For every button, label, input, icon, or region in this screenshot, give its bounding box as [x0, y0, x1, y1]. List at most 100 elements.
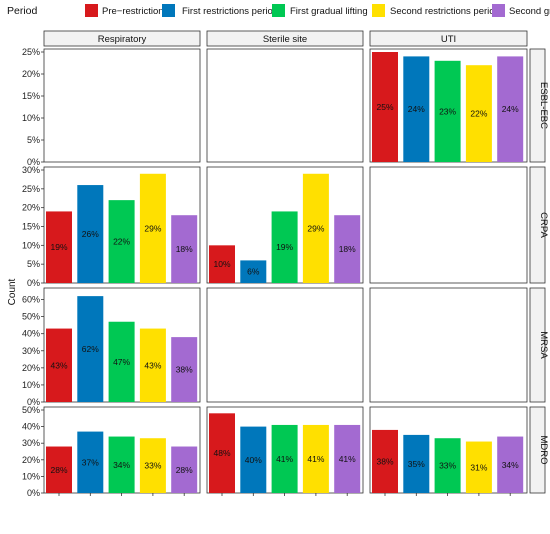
- strip-row-label-mrsa: MRSA: [538, 331, 549, 359]
- panel-esbl-ebc-respiratory: [43, 48, 201, 163]
- bar-label: 38%: [376, 456, 393, 466]
- bar-label: 19%: [276, 242, 293, 252]
- strip-row-crpa: [529, 166, 546, 284]
- strip-row-mdro: [529, 406, 546, 494]
- legend-swatch-5: [492, 4, 505, 17]
- bar-label: 43%: [50, 360, 67, 370]
- y-tick-label: 0%: [27, 278, 40, 288]
- strip-col-sterile-site: [206, 30, 364, 47]
- panel-esbl-ebc-uti: 25% 24% 23% 22% 24%: [369, 48, 528, 163]
- bar-label: 41%: [339, 454, 356, 464]
- bar-mdro-sterile-site-4: [302, 424, 329, 493]
- strip-row-esbl-ebc: [529, 48, 546, 163]
- bar-mrsa-respiratory-2: [77, 296, 104, 402]
- panel-mrsa-sterile-site: [206, 287, 364, 403]
- legend-label-1: Pre−restrictions: [102, 6, 169, 17]
- y-tick-label: 10%: [22, 471, 40, 481]
- panel-border: [206, 48, 364, 163]
- strip-row-label-mdro: MDRO: [538, 435, 549, 464]
- bar-mdro-sterile-site-3: [271, 424, 298, 493]
- bar-mdro-sterile-site-5: [334, 424, 361, 493]
- bar-label: 31%: [470, 462, 487, 472]
- strip-col-label-respiratory: Respiratory: [98, 34, 147, 45]
- panel-crpa-uti: [369, 166, 528, 284]
- y-tick-label: 10%: [22, 240, 40, 250]
- bar-mrsa-respiratory-1: [46, 328, 72, 402]
- bar-label: 34%: [113, 460, 130, 470]
- bar-mdro-respiratory-2: [77, 431, 104, 493]
- bar-label: 29%: [307, 223, 324, 233]
- strip-row-label-crpa: CRPA: [538, 212, 549, 238]
- bar-mdro-uti-4: [465, 441, 492, 493]
- y-tick-label: 15%: [22, 222, 40, 232]
- panel-mdro-sterile-site: 48% 40% 41% 41% 41%: [206, 406, 364, 494]
- bar-mdro-sterile-site-2: [240, 426, 267, 493]
- bar-label: 19%: [50, 242, 67, 252]
- panel-border: [369, 287, 528, 403]
- panel-mrsa-uti: [369, 287, 528, 403]
- bar-esbl-ebc-uti-1: [372, 52, 398, 162]
- legend-swatch-4: [372, 4, 385, 17]
- y-tick-label: 30%: [22, 438, 40, 448]
- panel-crpa-sterile-site: 10% 6% 19% 29% 18%: [206, 166, 364, 284]
- bar-label: 28%: [176, 465, 193, 475]
- bar-label: 29%: [144, 223, 161, 233]
- bar-label: 41%: [276, 454, 293, 464]
- bar-mdro-respiratory-3: [108, 436, 135, 493]
- strip-col-label-uti: UTI: [441, 34, 456, 45]
- y-tick-label: 60%: [22, 295, 40, 305]
- bar-crpa-sterile-site-1: [209, 245, 235, 283]
- bar-mdro-uti-1: [372, 429, 398, 493]
- y-tick-label: 20%: [22, 203, 40, 213]
- legend-title: Period: [7, 5, 38, 17]
- y-tick-label: 10%: [22, 113, 40, 123]
- legend-swatch-3: [272, 4, 285, 17]
- bar-label: 33%: [144, 461, 161, 471]
- bar-mdro-respiratory-4: [139, 438, 166, 493]
- bar-label: 22%: [113, 237, 130, 247]
- bar-crpa-respiratory-3: [108, 200, 135, 283]
- panel-mrsa-respiratory: 43% 62% 47% 43% 38%: [43, 287, 201, 403]
- bar-crpa-sterile-site-3: [271, 211, 298, 283]
- strip-col-label-sterile-site: Sterile site: [263, 34, 307, 45]
- bar-crpa-sterile-site-4: [302, 173, 329, 283]
- y-tick-label: 20%: [22, 455, 40, 465]
- y-tick-label: 30%: [22, 165, 40, 175]
- bar-esbl-ebc-uti-5: [497, 56, 524, 162]
- panel-border: [43, 48, 201, 163]
- y-tick-label: 0%: [27, 157, 40, 167]
- y-tick-label: 5%: [27, 259, 40, 269]
- bar-mrsa-respiratory-5: [171, 337, 198, 402]
- bar-label: 23%: [439, 106, 456, 116]
- strip-row-label-esbl-ebc: ESBL-EBC: [538, 82, 549, 129]
- bar-label: 25%: [376, 102, 393, 112]
- bar-label: 38%: [176, 365, 193, 375]
- bar-label: 24%: [408, 104, 425, 114]
- bar-crpa-respiratory-5: [171, 215, 198, 283]
- bar-label: 34%: [502, 460, 519, 470]
- bar-label: 40%: [245, 455, 262, 465]
- facet-strips: Respiratory Sterile site UTI ESBL-EBC CRPA MR…: [43, 30, 549, 494]
- bar-label: 41%: [307, 454, 324, 464]
- bar-crpa-sterile-site-5: [334, 215, 361, 283]
- bar-crpa-respiratory-4: [139, 173, 166, 283]
- y-tick-label: 0%: [27, 488, 40, 498]
- bar-mdro-uti-3: [434, 438, 461, 493]
- bar-label: 24%: [502, 104, 519, 114]
- y-tick-label: 5%: [27, 135, 40, 145]
- legend-swatch-1: [85, 4, 98, 17]
- bar-label: 18%: [176, 244, 193, 254]
- bar-label: 33%: [439, 461, 456, 471]
- facet-panels: 0%5%10%15%20%25%0%5%10%15%20%25%30%0%10%…: [22, 47, 528, 498]
- panel-crpa-respiratory: 19% 26% 22% 29% 18%: [43, 166, 201, 284]
- bar-label: 26%: [82, 229, 99, 239]
- legend-label-3: First gradual lifting: [290, 6, 368, 17]
- bar-mrsa-respiratory-4: [139, 328, 166, 402]
- y-tick-label: 25%: [22, 47, 40, 57]
- panel-mdro-uti: 38% 35% 33% 31% 34%: [369, 406, 528, 494]
- bar-label: 10%: [213, 259, 230, 269]
- bar-label: 43%: [144, 360, 161, 370]
- legend-swatch-2: [162, 4, 175, 17]
- y-tick-label: 40%: [22, 329, 40, 339]
